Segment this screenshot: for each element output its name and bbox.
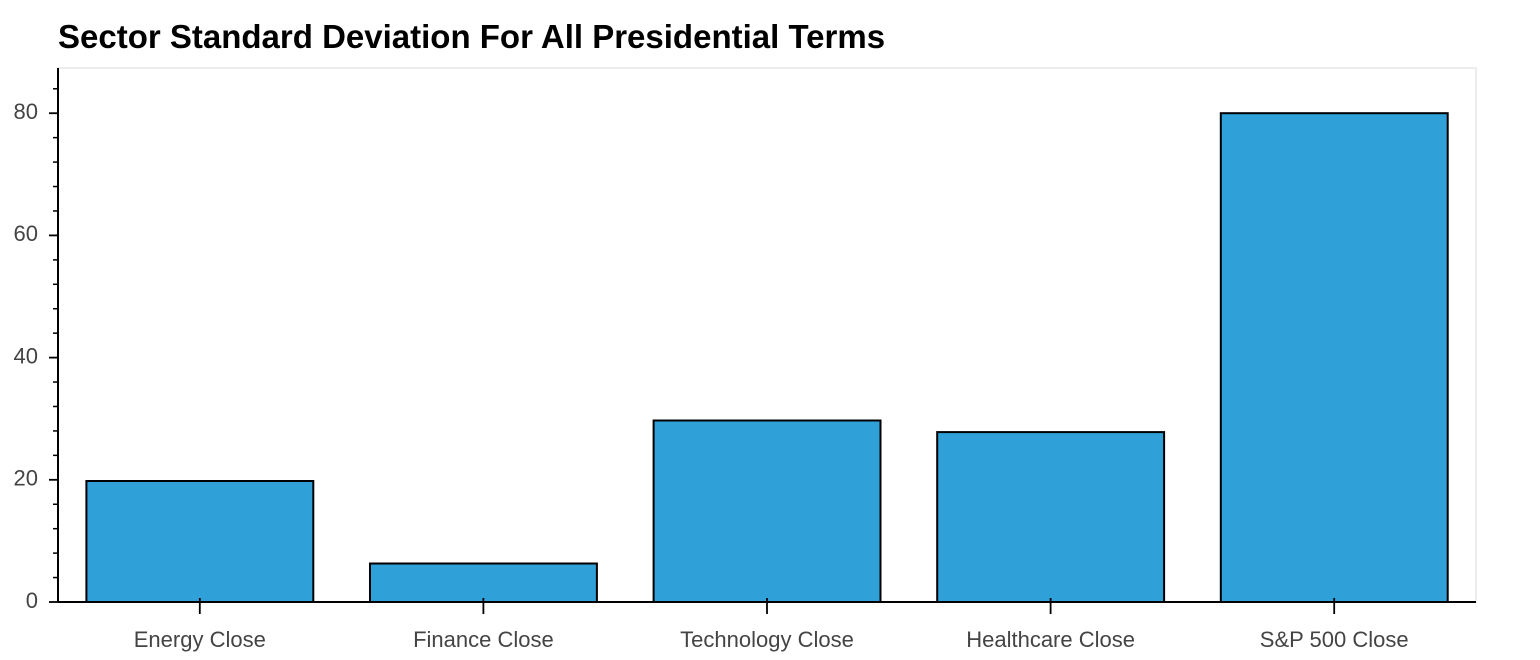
chart-title: Sector Standard Deviation For All Presid… [58, 18, 886, 55]
x-axis: Energy Close Finance Close Technology Clos… [58, 598, 1476, 652]
y-tick-label: 60 [14, 221, 38, 246]
bar-4 [1219, 112, 1449, 603]
y-tick-label: 0 [26, 588, 38, 613]
y-tick-label: 40 [14, 343, 38, 368]
bar-2 [652, 419, 882, 603]
bars-group [85, 112, 1449, 603]
bar-0 [85, 480, 315, 603]
x-tick-label: Healthcare Close [966, 627, 1135, 652]
y-axis: 0 20 40 60 80 [14, 68, 59, 613]
bar-1 [369, 562, 598, 603]
x-tick-label: S&P 500 Close [1260, 627, 1409, 652]
x-tick-label: Finance Close [413, 627, 554, 652]
x-tick-label: Technology Close [680, 627, 854, 652]
y-tick-label: 80 [14, 99, 38, 124]
bar-3 [936, 431, 1166, 603]
y-tick-label: 20 [14, 466, 38, 491]
x-tick-label: Energy Close [134, 627, 266, 652]
